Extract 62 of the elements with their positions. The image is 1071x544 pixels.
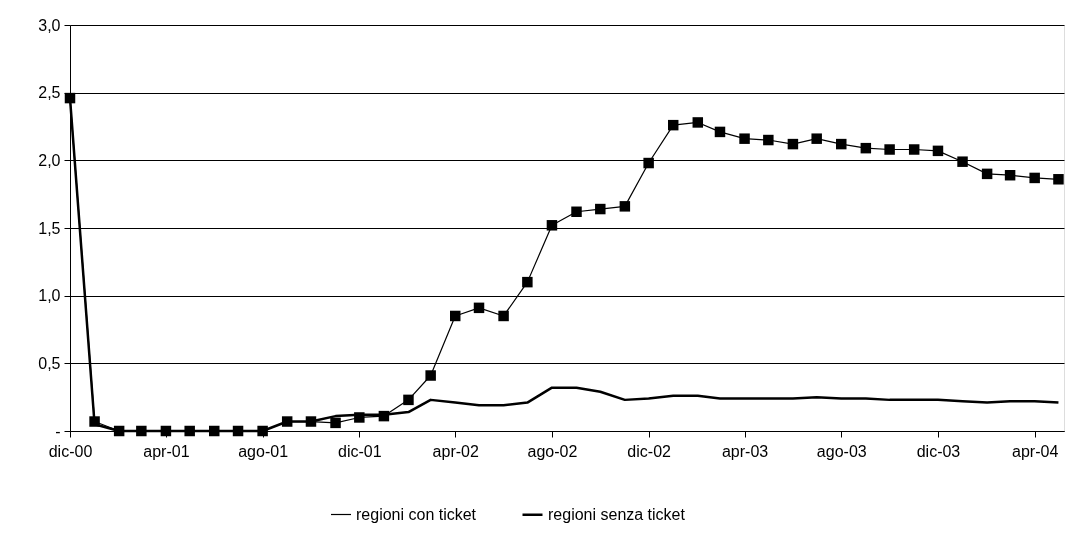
x-tick-label: dic-01 [338, 442, 382, 460]
x-tick-label: ago-01 [238, 442, 289, 460]
point [714, 126, 726, 138]
point [643, 157, 654, 169]
y-tick-label: 0,5 [38, 354, 61, 372]
point [354, 412, 365, 423]
y-tick-label: 2,5 [38, 84, 61, 102]
point [136, 425, 147, 437]
point [160, 425, 172, 437]
legend-label: regioni senza ticket [548, 505, 686, 523]
point [619, 201, 631, 212]
point [425, 370, 436, 381]
point [836, 138, 847, 150]
point [1029, 172, 1040, 184]
point [498, 310, 509, 322]
point [546, 220, 558, 231]
x-tick-label: ago-02 [527, 442, 578, 460]
point [113, 425, 125, 437]
x-tick-label: apr-02 [432, 442, 479, 460]
point [860, 142, 872, 154]
y-tick-label: 1,5 [38, 219, 61, 237]
point [403, 394, 414, 406]
point [209, 425, 220, 437]
x-tick-label: ago-03 [816, 442, 867, 460]
point [884, 144, 895, 155]
point [305, 416, 317, 427]
point [184, 425, 195, 437]
point [667, 119, 679, 131]
point [981, 168, 993, 180]
point [571, 206, 582, 217]
point [449, 310, 461, 322]
point [257, 425, 268, 437]
y-tick-label: 1,0 [38, 287, 61, 305]
point [763, 134, 774, 146]
point [330, 417, 341, 429]
point [1053, 174, 1064, 185]
point [932, 145, 944, 157]
x-tick-label: dic-02 [627, 442, 672, 460]
point [378, 410, 390, 422]
x-tick-label: dic-00 [48, 442, 93, 460]
point [1004, 169, 1016, 181]
point [787, 138, 799, 150]
y-tick-label: 3,0 [38, 16, 61, 34]
y-tick-label: 2,0 [38, 151, 61, 169]
y-tick-label: - [55, 422, 61, 440]
point [522, 276, 533, 288]
point [692, 117, 704, 128]
point [957, 156, 968, 167]
x-tick-label: apr-01 [143, 442, 190, 460]
legend-label: regioni con ticket [356, 505, 477, 523]
point [908, 144, 920, 155]
point [232, 425, 244, 437]
point [281, 416, 293, 427]
x-tick-label: dic-03 [916, 442, 961, 460]
point [89, 416, 100, 427]
point [739, 133, 750, 144]
point [473, 302, 485, 314]
x-tick-label: apr-03 [721, 442, 769, 460]
point [811, 133, 822, 144]
point [595, 203, 606, 215]
x-tick-label: apr-04 [1012, 442, 1059, 460]
point [64, 92, 76, 104]
